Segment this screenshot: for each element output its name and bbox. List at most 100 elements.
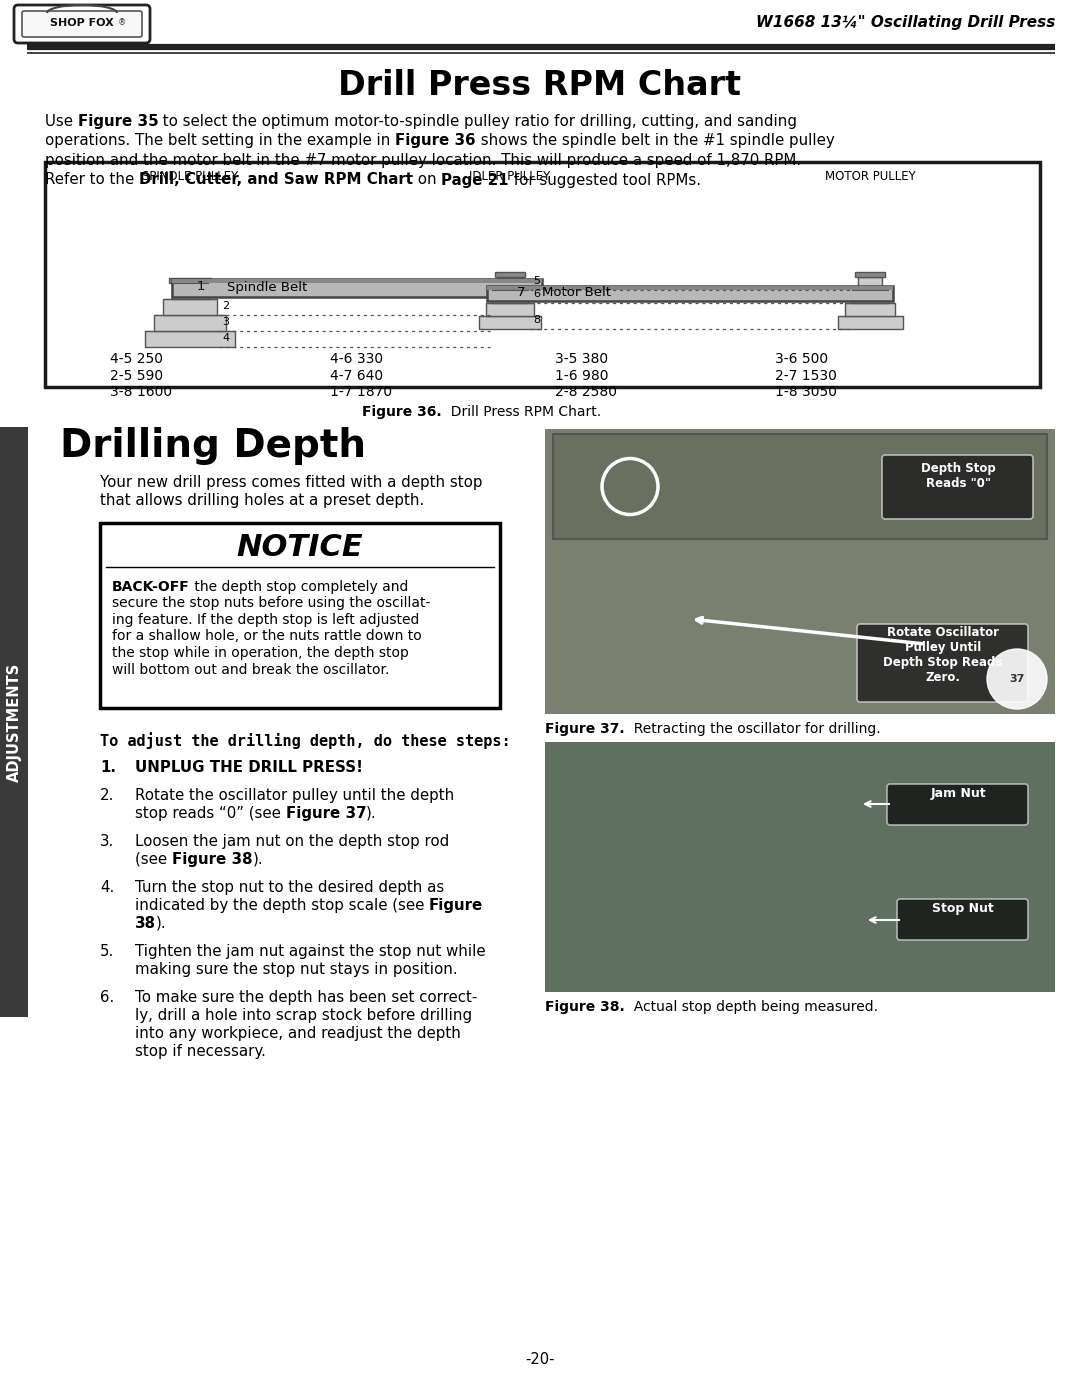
Text: Drill Press RPM Chart: Drill Press RPM Chart: [338, 68, 742, 102]
FancyBboxPatch shape: [897, 900, 1028, 940]
Bar: [553, 434, 1047, 539]
Text: Rotate the oscillator pulley until the depth: Rotate the oscillator pulley until the d…: [135, 788, 455, 803]
Text: 7: 7: [517, 286, 526, 299]
Bar: [486, 303, 534, 316]
Text: SHOP FOX: SHOP FOX: [50, 18, 113, 28]
Text: W1668 13¼" Oscillating Drill Press: W1668 13¼" Oscillating Drill Press: [756, 15, 1055, 31]
Text: for suggested tool RPMs.: for suggested tool RPMs.: [509, 172, 701, 187]
Text: the depth stop completely and: the depth stop completely and: [190, 580, 408, 594]
Text: ).: ).: [156, 916, 166, 930]
Bar: [487, 286, 893, 291]
Text: Page 21: Page 21: [442, 172, 509, 187]
Bar: [845, 303, 895, 316]
Text: Figure 38: Figure 38: [172, 852, 253, 868]
FancyBboxPatch shape: [858, 624, 1028, 703]
Bar: [168, 278, 211, 284]
Text: on: on: [413, 172, 442, 187]
Text: Figure: Figure: [429, 898, 484, 914]
Text: 2-8 2580: 2-8 2580: [555, 386, 617, 400]
Text: 3-5 380: 3-5 380: [555, 352, 608, 366]
Text: ®: ®: [118, 18, 126, 28]
Text: UNPLUG THE DRILL PRESS!: UNPLUG THE DRILL PRESS!: [135, 760, 363, 775]
Text: Retracting the oscillator for drilling.: Retracting the oscillator for drilling.: [624, 722, 880, 736]
Text: operations. The belt setting in the example in: operations. The belt setting in the exam…: [45, 134, 395, 148]
Text: BACK-OFF: BACK-OFF: [112, 580, 190, 594]
Text: Tighten the jam nut against the stop nut while: Tighten the jam nut against the stop nut…: [135, 944, 486, 958]
Text: Figure 36.: Figure 36.: [362, 405, 442, 419]
Bar: [855, 272, 885, 277]
Text: ).: ).: [366, 806, 377, 821]
Text: indicated by the depth stop scale (see: indicated by the depth stop scale (see: [135, 898, 429, 914]
Text: 1.: 1.: [100, 760, 116, 775]
Text: secure the stop nuts before using the oscillat-: secure the stop nuts before using the os…: [112, 597, 430, 610]
Text: 4.: 4.: [100, 880, 114, 895]
Text: Figure 35: Figure 35: [78, 115, 159, 129]
Text: 1-7 1870: 1-7 1870: [330, 386, 392, 400]
Text: stop if necessary.: stop if necessary.: [135, 1044, 266, 1059]
Text: ing feature. If the depth stop is left adjusted: ing feature. If the depth stop is left a…: [112, 613, 419, 627]
Bar: [0, 427, 28, 1017]
Text: 3.: 3.: [100, 834, 114, 849]
Text: that allows drilling holes at a preset depth.: that allows drilling holes at a preset d…: [100, 493, 424, 509]
Text: Spindle Belt: Spindle Belt: [227, 281, 307, 293]
Text: ).: ).: [253, 852, 264, 868]
Text: 3-8 1600: 3-8 1600: [110, 386, 172, 400]
Bar: [545, 429, 1055, 714]
Text: Stop Nut: Stop Nut: [932, 902, 994, 915]
Text: Drill Press RPM Chart.: Drill Press RPM Chart.: [442, 405, 600, 419]
Text: 4-6 330: 4-6 330: [330, 352, 383, 366]
Bar: [154, 314, 226, 331]
Text: 1-8 3050: 1-8 3050: [775, 386, 837, 400]
Text: Loosen the jam nut on the depth stop rod: Loosen the jam nut on the depth stop rod: [135, 834, 449, 849]
Text: IDLER PULLEY: IDLER PULLEY: [470, 170, 551, 183]
Text: Drilling Depth: Drilling Depth: [60, 427, 366, 465]
Text: 2-7 1530: 2-7 1530: [775, 369, 837, 383]
Text: 6.: 6.: [100, 990, 114, 1004]
Bar: [852, 291, 888, 303]
Text: 8: 8: [534, 314, 540, 326]
Text: 4-5 250: 4-5 250: [110, 352, 163, 366]
Text: Turn the stop nut to the desired depth as: Turn the stop nut to the desired depth a…: [135, 880, 444, 895]
FancyBboxPatch shape: [14, 6, 150, 43]
Text: 6: 6: [534, 289, 540, 299]
Text: 1-6 980: 1-6 980: [555, 369, 608, 383]
Text: (see: (see: [135, 852, 172, 868]
Text: 37: 37: [1010, 673, 1025, 685]
Bar: [145, 331, 235, 346]
Text: Your new drill press comes fitted with a depth stop: Your new drill press comes fitted with a…: [100, 475, 483, 490]
Circle shape: [987, 650, 1047, 710]
Bar: [487, 286, 893, 300]
Text: to select the optimum motor-to-spindle pulley ratio for drilling, cutting, and s: to select the optimum motor-to-spindle p…: [159, 115, 797, 129]
Text: To adjust the drilling depth, do these steps:: To adjust the drilling depth, do these s…: [100, 732, 511, 749]
Text: Use: Use: [45, 115, 78, 129]
Text: 3-6 500: 3-6 500: [775, 352, 828, 366]
Text: 5.: 5.: [100, 944, 114, 958]
Text: Refer to the: Refer to the: [45, 172, 139, 187]
Text: Actual stop depth being measured.: Actual stop depth being measured.: [624, 1000, 878, 1014]
Text: 4: 4: [222, 332, 229, 344]
Text: NOTICE: NOTICE: [237, 534, 363, 562]
Text: position and the motor belt in the #7 motor pulley location. This will produce a: position and the motor belt in the #7 mo…: [45, 154, 801, 168]
Text: the stop while in operation, the depth stop: the stop while in operation, the depth s…: [112, 645, 409, 659]
Bar: [545, 742, 1055, 992]
Bar: [100, 522, 500, 708]
Text: Drill, Cutter, and Saw RPM Chart: Drill, Cutter, and Saw RPM Chart: [139, 172, 413, 187]
Text: 5: 5: [534, 277, 540, 286]
Text: -20-: -20-: [525, 1352, 555, 1368]
Text: 2-5 590: 2-5 590: [110, 369, 163, 383]
Text: 1: 1: [197, 281, 205, 293]
Text: SPINDLE PULLEY: SPINDLE PULLEY: [141, 170, 238, 183]
Text: ly, drill a hole into scrap stock before drilling: ly, drill a hole into scrap stock before…: [135, 1009, 472, 1023]
Text: 2: 2: [222, 300, 229, 312]
Bar: [837, 316, 903, 330]
Bar: [163, 299, 217, 314]
Text: Figure 36: Figure 36: [395, 134, 475, 148]
Text: Figure 38.: Figure 38.: [545, 1000, 624, 1014]
Text: Figure 37: Figure 37: [285, 806, 366, 821]
Text: 38: 38: [135, 916, 156, 930]
FancyBboxPatch shape: [22, 11, 141, 36]
Bar: [498, 277, 522, 291]
Bar: [495, 272, 525, 277]
Text: stop reads “0” (see: stop reads “0” (see: [135, 806, 285, 821]
Bar: [172, 284, 208, 299]
